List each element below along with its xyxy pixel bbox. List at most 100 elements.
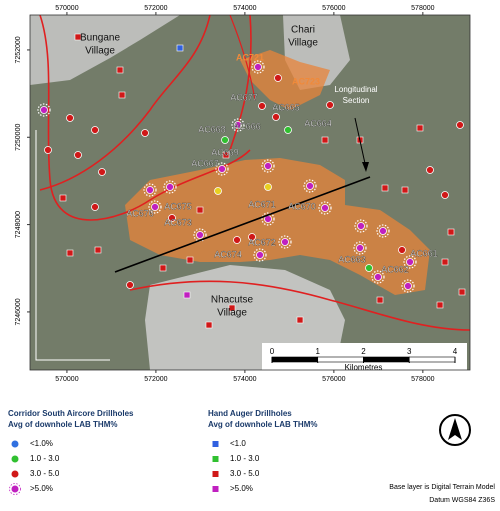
drillhole-label: AC664 — [304, 118, 332, 128]
scale-tick-label: 2 — [361, 347, 366, 356]
road — [129, 280, 470, 331]
drillhole — [91, 203, 99, 211]
scale-tick-label: 3 — [407, 347, 412, 356]
drillhole — [40, 106, 48, 114]
x-tick-label: 572000 — [144, 376, 167, 383]
legend-label: >5.0% — [30, 484, 53, 493]
marker-halo — [303, 179, 317, 193]
legend-symbol — [11, 455, 19, 463]
north-arrow — [439, 414, 471, 446]
drillhole — [321, 204, 329, 212]
drillhole — [91, 126, 99, 134]
auger-hole — [66, 249, 74, 257]
drillhole — [441, 191, 449, 199]
drillhole-label: AC677 — [230, 92, 258, 102]
drillhole-label: AC666 — [233, 121, 261, 131]
legend-symbol — [11, 440, 19, 448]
drillhole — [379, 227, 387, 235]
coordinates: 570000 570000 572000 572000 574000 574000 5760… — [15, 5, 435, 383]
village-label: Bungane — [80, 33, 120, 44]
legend-symbol — [211, 485, 220, 493]
mineral-zone — [125, 158, 430, 295]
drillhole — [168, 214, 176, 222]
drillhole-label: AC665 — [272, 102, 300, 112]
marker-halo — [376, 224, 390, 238]
auger-hole — [205, 321, 213, 329]
legend-symbol — [211, 455, 220, 463]
marker-halo — [148, 200, 162, 214]
marker-halo — [253, 248, 267, 262]
road — [39, 15, 251, 221]
drillhole — [44, 146, 52, 154]
map-frame — [29, 14, 471, 371]
drillhole — [374, 273, 382, 281]
auger-hole — [447, 228, 455, 236]
drillhole — [406, 258, 414, 266]
drillhole — [126, 281, 134, 289]
marker-halo — [354, 219, 368, 233]
drillhole-markers — [37, 33, 466, 329]
auger-hole — [381, 184, 389, 192]
drillhole — [264, 183, 272, 191]
legend-label: 3.0 - 5.0 — [30, 469, 60, 478]
drillhole-label: AC668 — [198, 124, 226, 134]
drillhole — [66, 114, 74, 122]
auger-hole — [416, 124, 424, 132]
drillhole-label: AC674 — [214, 249, 242, 259]
auger-hole — [196, 206, 204, 214]
legend-title: Avg of downhole LAB THM% — [208, 420, 317, 429]
drillhole — [274, 74, 282, 82]
x-tick-label: 574000 — [233, 5, 256, 12]
drillhole-label: AC672 — [248, 237, 276, 247]
scale-box — [262, 343, 467, 370]
section-label: Longitudinal — [334, 85, 377, 94]
x-tick-label: 570000 — [55, 5, 78, 12]
drillhole — [218, 165, 226, 173]
auger-hole — [321, 136, 329, 144]
footer: Datum WGS84 Z36S — [429, 497, 495, 504]
footer: Base layer is Digital Terrain Model — [389, 484, 495, 491]
drillhole — [254, 63, 262, 71]
drillhole — [456, 121, 464, 129]
x-tick-label: 578000 — [411, 5, 434, 12]
x-tick-label: 570000 — [55, 376, 78, 383]
auger-hole — [159, 264, 167, 272]
road — [229, 15, 256, 101]
legend-symbol — [211, 440, 220, 448]
drillhole — [166, 183, 174, 191]
drillhole — [146, 186, 154, 194]
legend-halo — [9, 483, 21, 495]
marker-halo — [401, 279, 415, 293]
auger-hole — [458, 288, 466, 296]
marker-halo — [163, 180, 177, 194]
drillhole-labels: Bungane Village Chari Village Nhacutse Villag… — [80, 25, 438, 319]
marker-halo — [215, 162, 229, 176]
drillhole — [214, 187, 222, 195]
drillhole — [326, 101, 334, 109]
drillhole — [233, 236, 241, 244]
marker-halo — [353, 241, 367, 255]
drillhole-label: AC671 — [248, 199, 276, 209]
scale-tick-label: 4 — [453, 347, 458, 356]
auger-hole — [74, 33, 82, 41]
drillhole-label: AC669 — [211, 147, 239, 157]
marker-halo — [231, 118, 245, 132]
x-tick-label: 576000 — [322, 5, 345, 12]
marker-halo — [261, 212, 275, 226]
auger-hole — [296, 316, 304, 324]
drillhole — [398, 246, 406, 254]
village-label: Nhacutse — [211, 295, 254, 306]
drillhole — [404, 282, 412, 290]
arrow-head — [362, 162, 369, 172]
drillhole-label: AC673 — [164, 217, 192, 227]
auger-hole — [436, 301, 444, 309]
legend-label: >5.0% — [230, 484, 253, 493]
x-tick-label: 576000 — [322, 376, 345, 383]
road — [39, 15, 211, 191]
legend-title: Corridor South Aircore Drillholes — [8, 409, 134, 418]
auger-hole — [59, 194, 67, 202]
section-pointer — [354, 117, 367, 169]
y-tick-label: 7248000 — [15, 211, 22, 238]
auger-hole — [376, 296, 384, 304]
